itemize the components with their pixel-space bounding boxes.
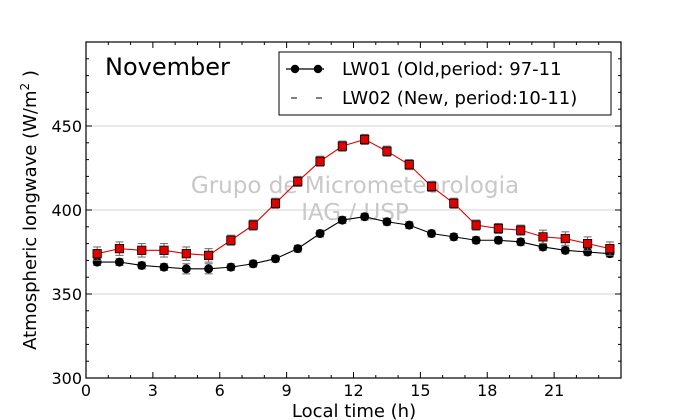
data-point xyxy=(449,232,459,242)
x-tick-label: 3 xyxy=(148,381,158,400)
data-point xyxy=(315,156,325,166)
x-tick-label: 18 xyxy=(477,381,497,400)
x-axis-label: Local time (h) xyxy=(292,401,416,420)
data-point xyxy=(404,160,414,170)
data-point xyxy=(204,264,214,274)
legend-box xyxy=(278,51,612,116)
data-point xyxy=(337,215,347,225)
data-point xyxy=(538,232,548,242)
data-point xyxy=(226,235,236,245)
data-point xyxy=(404,220,414,230)
y-tick-label: 400 xyxy=(51,201,82,220)
x-tick-label: 0 xyxy=(81,381,91,400)
data-point xyxy=(159,262,169,272)
series-2 xyxy=(92,133,615,263)
data-point xyxy=(181,249,191,259)
legend: LW01 (Old,period: 97-11 LW02 (New, perio… xyxy=(278,51,612,116)
legend-label-lw02: LW02 (New, period:10-11) xyxy=(342,88,577,109)
data-point xyxy=(493,223,503,234)
data-point xyxy=(493,235,503,245)
watermark-line-1: Grupo de Micrometeorologia xyxy=(191,173,519,199)
data-point xyxy=(560,245,570,255)
legend-swatch-lw01 xyxy=(286,64,324,74)
legend-label-lw01: LW01 (Old,period: 97-11 xyxy=(342,59,562,80)
data-point xyxy=(293,176,303,187)
y-axis-label: Atmospheric longwave (W/m2 ) xyxy=(18,70,41,350)
data-point xyxy=(114,244,125,254)
data-point xyxy=(360,134,370,145)
data-point xyxy=(605,244,615,254)
data-point xyxy=(137,245,147,255)
data-point xyxy=(248,220,258,230)
data-point xyxy=(248,259,258,269)
x-tick-label: 21 xyxy=(544,381,564,400)
y-tick-label: 350 xyxy=(51,285,82,304)
data-point xyxy=(159,245,169,255)
data-point xyxy=(471,220,481,230)
data-point xyxy=(270,254,280,264)
y-tick-label: 450 xyxy=(51,117,82,136)
data-point xyxy=(181,264,191,274)
data-point xyxy=(315,229,325,239)
data-point xyxy=(337,141,347,151)
x-tick-label: 6 xyxy=(215,381,225,400)
data-point xyxy=(427,229,437,239)
data-point xyxy=(471,235,481,245)
data-point xyxy=(270,198,281,208)
data-point xyxy=(114,257,124,267)
series-layer xyxy=(92,133,615,275)
data-point xyxy=(293,244,303,254)
data-point xyxy=(382,146,392,156)
data-point xyxy=(582,238,593,249)
axis-ticks: 0 3 6 9 12 15 18 21 300 350 400 450 xyxy=(51,42,621,400)
data-point xyxy=(382,217,392,227)
data-point xyxy=(360,212,370,222)
x-tick-label: 9 xyxy=(282,381,292,400)
data-point xyxy=(137,260,147,270)
data-point xyxy=(426,181,437,192)
data-point xyxy=(516,237,526,247)
x-tick-label: 12 xyxy=(343,381,363,400)
x-tick-label: 15 xyxy=(410,381,430,400)
data-point xyxy=(92,249,102,259)
month-annotation: November xyxy=(105,53,230,81)
data-point xyxy=(226,262,236,272)
data-point xyxy=(204,250,214,260)
data-point xyxy=(560,233,570,244)
y-tick-label: 300 xyxy=(51,369,82,388)
data-point xyxy=(516,225,526,235)
data-point xyxy=(449,198,459,208)
